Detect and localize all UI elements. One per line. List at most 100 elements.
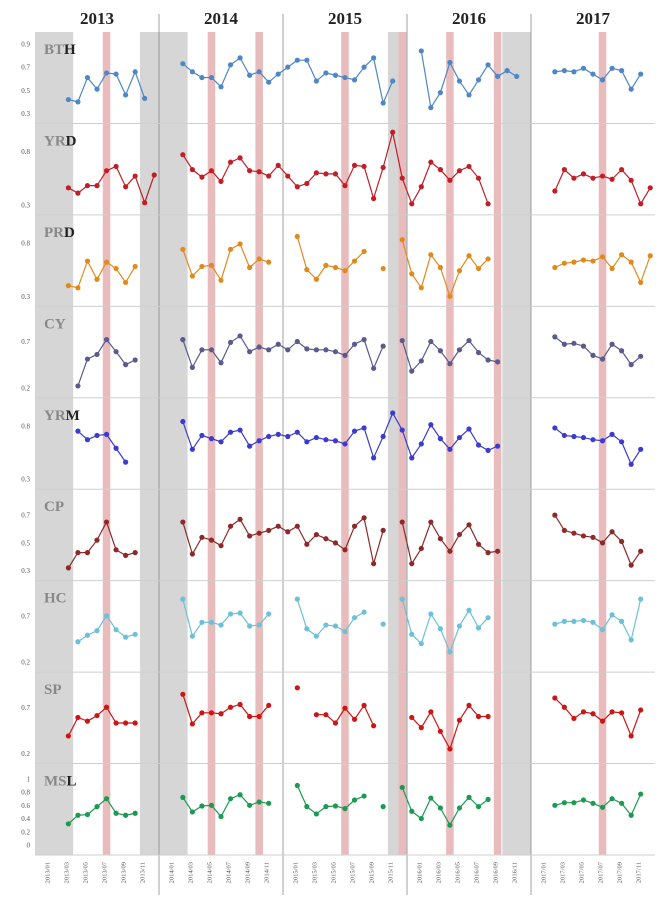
data-point-PRD <box>380 265 386 272</box>
data-point-HC <box>256 622 262 628</box>
data-point-BTH <box>142 95 148 101</box>
highlight-band-6 <box>493 32 502 855</box>
data-point-CY <box>418 358 424 364</box>
data-point-SP <box>323 712 329 718</box>
data-point-YRM <box>390 410 396 416</box>
data-point-CP <box>437 536 443 542</box>
data-point-MSL <box>103 796 110 802</box>
data-point-CP <box>495 548 501 554</box>
data-point-YRD <box>580 171 587 177</box>
data-point-PRD <box>428 252 434 258</box>
data-point-YRD <box>418 184 424 190</box>
data-point-MSL <box>619 800 625 806</box>
data-point-BTH <box>351 77 358 83</box>
data-point-YRM <box>571 433 577 440</box>
data-point-PRD <box>619 252 625 258</box>
data-point-SP <box>247 713 253 720</box>
data-point-PRD <box>647 253 653 259</box>
data-point-CY <box>351 341 358 347</box>
series-line-PRD <box>296 236 365 281</box>
data-point-BTH <box>390 78 396 84</box>
data-point-HC <box>199 619 205 625</box>
data-point-YRD <box>113 163 119 170</box>
series-line-SP <box>554 697 642 738</box>
data-point-YRM <box>208 436 215 442</box>
data-point-HC <box>638 596 644 602</box>
data-point-HC <box>552 621 558 627</box>
data-point-BTH <box>103 70 110 76</box>
data-point-PRD <box>65 283 71 289</box>
panel-label-MSL: MSL <box>44 774 77 790</box>
data-point-MSL <box>580 797 587 803</box>
data-point-YRM <box>332 438 339 444</box>
data-point-SP <box>332 720 339 726</box>
data-point-YRM <box>399 427 405 433</box>
data-point-CP <box>103 519 110 525</box>
data-point-BTH <box>580 65 587 71</box>
series-CY <box>75 333 644 389</box>
data-point-CY <box>371 365 377 371</box>
data-point-SP <box>638 707 644 713</box>
data-point-SP <box>313 712 319 718</box>
data-point-MSL <box>418 815 424 822</box>
data-point-SP <box>113 720 119 726</box>
ytick-CP: 0.7 <box>21 512 30 520</box>
data-point-BTH <box>247 72 253 78</box>
ytick-MSL: 0.2 <box>21 828 30 836</box>
series-line-CP <box>182 516 384 564</box>
xtick-label: 2015/11 <box>388 862 395 883</box>
data-point-HC <box>189 633 195 639</box>
data-point-MSL <box>227 796 234 802</box>
xtick-label: 2014/09 <box>245 862 252 883</box>
data-point-PRD <box>351 258 358 264</box>
data-point-MSL <box>447 822 453 828</box>
data-point-YRD <box>247 168 253 174</box>
data-point-CP <box>294 523 300 529</box>
ytick-HC: 0.7 <box>21 612 30 620</box>
series-SP <box>65 685 644 752</box>
data-point-YRD <box>428 159 434 165</box>
data-point-PRD <box>199 263 205 270</box>
data-point-HC <box>485 615 491 621</box>
data-point-PRD <box>189 273 195 279</box>
data-point-BTH <box>275 71 281 77</box>
data-point-YRM <box>561 432 567 439</box>
data-point-CY <box>256 344 262 350</box>
data-point-YRD <box>638 201 644 207</box>
data-point-HC <box>466 607 472 613</box>
xtick-label: 2013/07 <box>102 861 109 883</box>
data-point-BTH <box>304 57 310 63</box>
data-point-CY <box>361 337 367 343</box>
data-point-BTH <box>285 64 291 70</box>
xtick-label: 2013/01 <box>44 862 51 883</box>
data-point-BTH <box>561 68 567 74</box>
data-point-SP <box>599 718 606 724</box>
data-point-BTH <box>94 86 100 92</box>
series-YRD <box>65 129 653 207</box>
xtick-label: 2014/01 <box>168 862 175 883</box>
panel-label-PRD: PRD <box>44 225 75 241</box>
data-point-CY <box>609 341 615 347</box>
ytick-BTH: 0.9 <box>21 41 30 49</box>
data-point-MSL <box>65 821 71 827</box>
ytick-CP: 0.3 <box>21 567 30 575</box>
data-point-BTH <box>113 71 119 77</box>
data-point-HC <box>409 631 415 637</box>
data-point-SP <box>580 709 587 715</box>
data-point-CY <box>266 347 272 353</box>
data-point-CP <box>113 547 119 553</box>
data-point-SP <box>552 695 558 701</box>
data-point-CY <box>409 368 415 374</box>
xtick-label: 2013/09 <box>121 862 128 883</box>
data-point-PRD <box>456 268 463 274</box>
data-point-CY <box>180 337 186 343</box>
data-point-CP <box>371 561 377 567</box>
ytick-MSL: 0 <box>27 842 31 850</box>
data-point-PRD <box>123 279 129 286</box>
data-point-YRM <box>361 425 367 431</box>
data-point-MSL <box>409 808 415 814</box>
data-point-CP <box>599 540 606 546</box>
data-point-CY <box>294 338 300 345</box>
data-point-CP <box>84 550 91 556</box>
xtick-label: 2014/07 <box>226 861 233 883</box>
